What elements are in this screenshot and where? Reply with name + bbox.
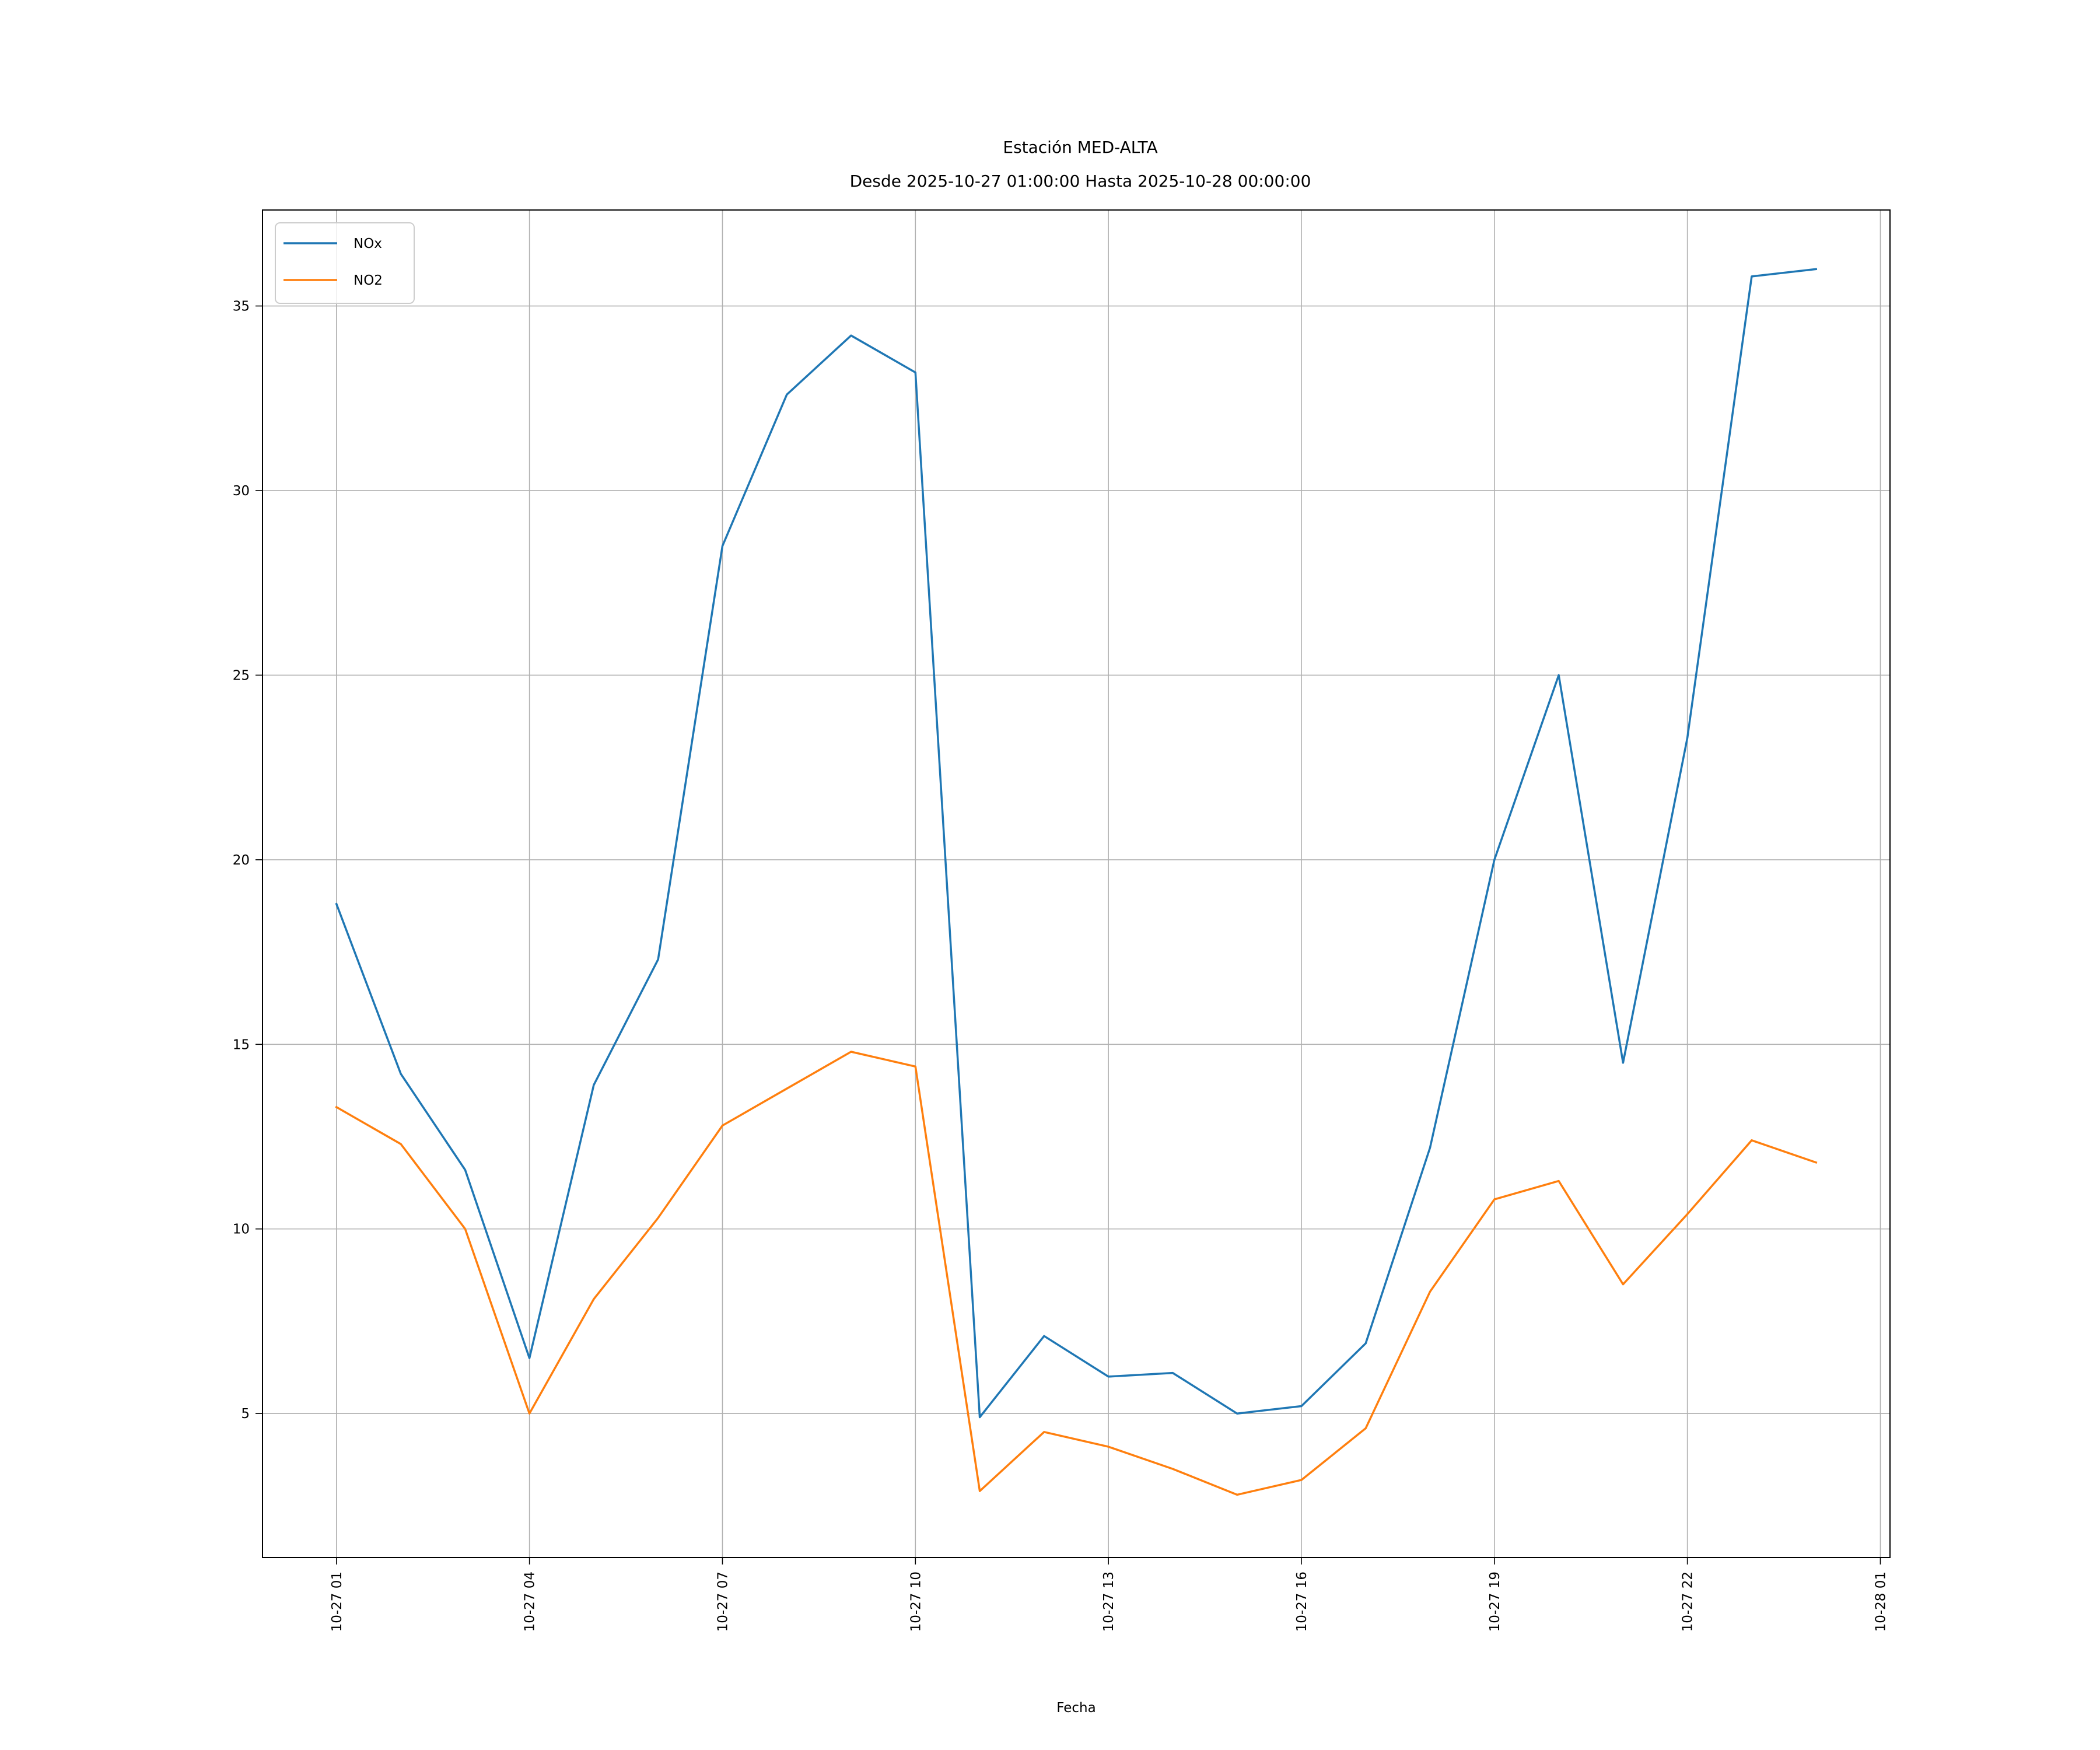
x-tick-label: 10-28 01 [1873, 1572, 1888, 1632]
grid-lines [262, 210, 1890, 1558]
y-tick-label: 5 [241, 1406, 250, 1422]
x-axis-ticks: 10-27 01 10-27 04 10-27 07 10-27 10 10-27 13… [330, 1558, 1888, 1632]
x-axis-label: Fecha [1056, 1700, 1096, 1716]
y-tick-label: 30 [233, 484, 250, 499]
legend: NOx NO2 [275, 222, 415, 304]
x-tick-label: 10-27 19 [1488, 1572, 1503, 1632]
x-tick-label: 10-27 01 [330, 1572, 345, 1632]
x-tick-label: 10-27 13 [1101, 1572, 1116, 1632]
legend-label-nox: NOx [354, 236, 382, 251]
y-tick-label: 25 [233, 668, 250, 683]
x-tick-label: 10-27 07 [715, 1572, 730, 1632]
series-line-no2 [335, 1051, 1818, 1496]
x-tick-label: 10-27 16 [1294, 1572, 1310, 1632]
legend-label-no2: NO2 [354, 273, 383, 288]
y-tick-label: 20 [233, 853, 250, 868]
y-tick-label: 10 [233, 1222, 250, 1237]
series-lines [335, 268, 1818, 1496]
x-tick-label: 10-27 04 [523, 1572, 538, 1632]
x-tick-label: 10-27 10 [908, 1572, 923, 1632]
chart-subtitle: Desde 2025-10-27 01:00:00 Hasta 2025-10-… [850, 172, 1311, 191]
series-line-nox [335, 268, 1818, 1419]
plot-frame [262, 209, 1891, 1558]
y-axis-ticks: 5 10 15 20 25 30 35 [233, 299, 262, 1422]
y-tick-label: 35 [233, 299, 250, 314]
legend-box [275, 222, 415, 304]
chart-title: Estación MED-ALTA [1003, 138, 1157, 157]
x-tick-label: 10-27 22 [1681, 1572, 1696, 1632]
y-tick-label: 15 [233, 1037, 250, 1052]
